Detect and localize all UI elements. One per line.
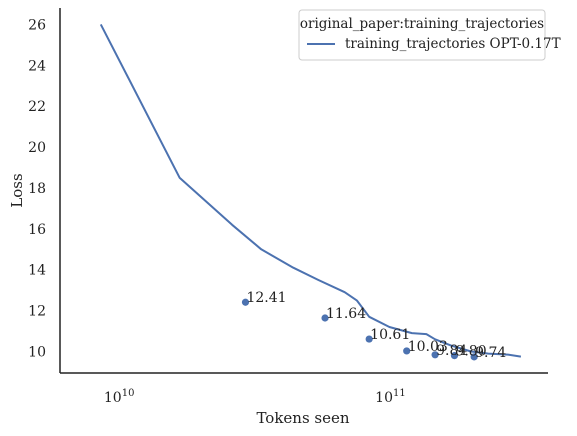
x-axis-title: Tokens seen <box>256 409 349 427</box>
data-points <box>241 298 478 361</box>
data-label: 9.84 <box>436 343 467 359</box>
axes: 10 12 14 16 18 20 22 24 26 1010 1011 Tokens seen Los… <box>8 8 548 427</box>
series-lines <box>99 23 522 358</box>
data-point <box>431 351 439 359</box>
data-label: 12.41 <box>246 290 286 306</box>
y-tick-label: 10 <box>28 345 46 361</box>
data-point <box>403 347 411 355</box>
legend-title: original_paper:training_trajectories <box>300 16 544 32</box>
y-tick-label: 20 <box>28 140 46 156</box>
data-point <box>365 335 373 343</box>
y-tick-label: 22 <box>28 99 46 115</box>
y-tick-label: 24 <box>28 58 46 74</box>
y-tick-label: 12 <box>28 304 46 320</box>
data-label: 9.80 <box>455 344 486 360</box>
y-tick-label: 14 <box>28 263 46 279</box>
x-tick-label: 1010 <box>104 388 135 406</box>
series-line <box>99 23 522 358</box>
data-label: 10.03 <box>408 339 448 355</box>
legend: original_paper:training_trajectoriestrai… <box>298 9 561 61</box>
y-tick-label: 18 <box>28 181 46 197</box>
legend-entry: training_trajectories OPT-0.17T <box>345 36 561 52</box>
data-point <box>321 314 329 322</box>
legend-box <box>298 9 546 61</box>
data-point <box>470 353 478 361</box>
data-label: 10.61 <box>370 327 410 343</box>
y-tick-label: 26 <box>28 17 46 33</box>
data-label: 11.64 <box>326 306 366 322</box>
data-point <box>450 352 459 360</box>
data-label: 9.74 <box>475 345 506 361</box>
x-tick-label: 1011 <box>375 388 406 406</box>
data-point <box>241 298 250 306</box>
y-axis-title: Loss <box>8 173 26 207</box>
y-tick-label: 16 <box>28 222 46 238</box>
